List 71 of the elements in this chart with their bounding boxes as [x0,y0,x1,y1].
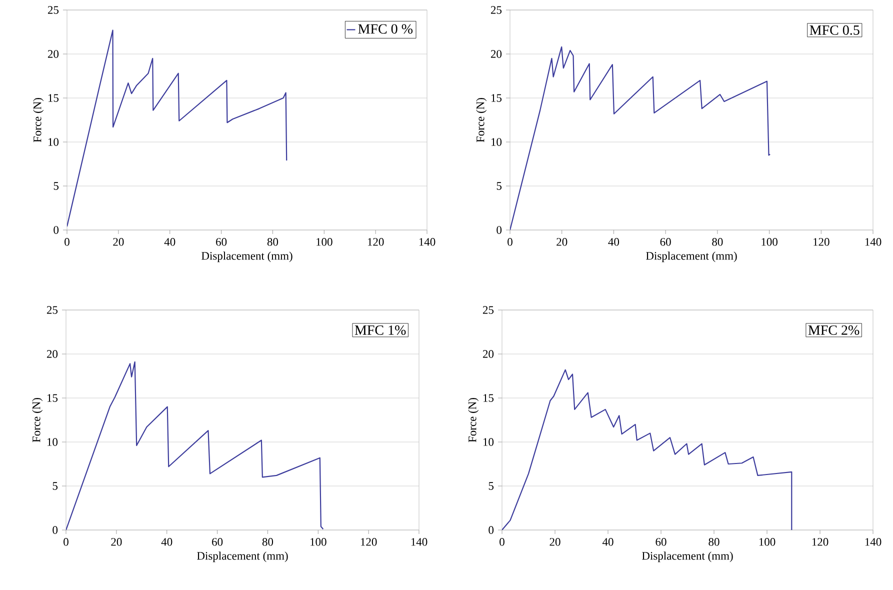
y-tick-label: 20 [46,350,58,358]
x-tick-label: 120 [814,238,830,246]
y-tick-label: 20 [48,50,59,58]
x-tick-label: 40 [161,538,172,546]
y-tick-label: 5 [52,482,58,490]
x-tick-label: 20 [113,238,124,246]
y-tick-label: 0 [54,226,59,234]
y-tick-label: 25 [490,6,502,14]
y-tick-label: 0 [52,526,58,534]
y-tick-label: 15 [48,94,59,102]
line-series [67,30,288,228]
x-tick-label: 140 [865,538,882,546]
x-tick-label: 80 [712,238,723,246]
x-tick-label: 20 [111,538,122,546]
x-tick-label: 120 [812,538,828,546]
y-tick-label: 15 [483,394,494,402]
x-tick-label: 40 [602,538,614,546]
annotation: MFC 0.5 [810,25,860,35]
line-series [66,361,324,530]
x-tick-label: 0 [508,238,512,246]
x-tick-label: 60 [212,538,223,546]
y-tick-label: 25 [46,306,58,314]
x-tick-label: 100 [310,538,326,546]
x-tick-label: 0 [64,538,68,546]
x-tick-label: 100 [316,238,332,246]
y-tick-label: 10 [48,138,59,146]
x-tick-label: 120 [368,238,384,246]
y-tick-label: 25 [48,6,59,14]
x-tick-label: 140 [865,238,882,246]
x-axis-title: Displacement (mm) [197,552,288,562]
y-tick-label: 0 [496,226,502,234]
y-axis-title: Force (N) [468,398,479,442]
x-tick-label: 60 [216,238,227,246]
y-tick-label: 5 [496,182,502,190]
x-tick-label: 20 [550,538,560,546]
x-axis-title: Displacement (mm) [646,252,737,262]
y-tick-label: 5 [54,182,59,190]
x-tick-label: 0 [64,238,70,246]
x-tick-label: 140 [419,238,436,246]
x-tick-label: 60 [656,538,666,546]
annotation: MFC 2% [808,325,860,335]
x-tick-label: 20 [556,238,568,246]
x-tick-label: 120 [360,538,377,546]
y-tick-label: 15 [491,94,502,102]
x-tick-label: 100 [759,538,776,546]
y-tick-label: 10 [483,438,494,446]
y-tick-label: 20 [490,50,502,58]
x-tick-label: 40 [164,238,176,246]
y-tick-label: 20 [482,350,494,358]
legend-label: MFC 0 % [358,24,413,34]
x-tick-label: 80 [267,238,278,246]
x-tick-label: 140 [411,538,428,546]
y-axis-title: Force (N) [33,98,44,142]
y-tick-label: 10 [47,438,58,446]
x-tick-label: 80 [708,538,720,546]
x-tick-label: 100 [762,238,778,246]
x-axis-title: Displacement (mm) [642,552,733,562]
y-tick-label: 5 [488,482,494,490]
x-tick-label: 40 [608,238,620,246]
y-tick-label: 25 [482,306,494,314]
annotation: MFC 1% [354,325,406,335]
y-axis-title: Force (N) [32,398,43,442]
y-tick-label: 0 [488,526,494,534]
y-tick-label: 10 [491,138,502,146]
x-tick-label: 60 [660,238,671,246]
line-series [510,46,771,230]
x-tick-label: 80 [262,538,274,546]
x-axis-title: Displacement (mm) [202,252,292,262]
line-series [502,369,792,530]
y-axis-title: Force (N) [476,98,487,142]
y-tick-label: 15 [47,394,58,402]
